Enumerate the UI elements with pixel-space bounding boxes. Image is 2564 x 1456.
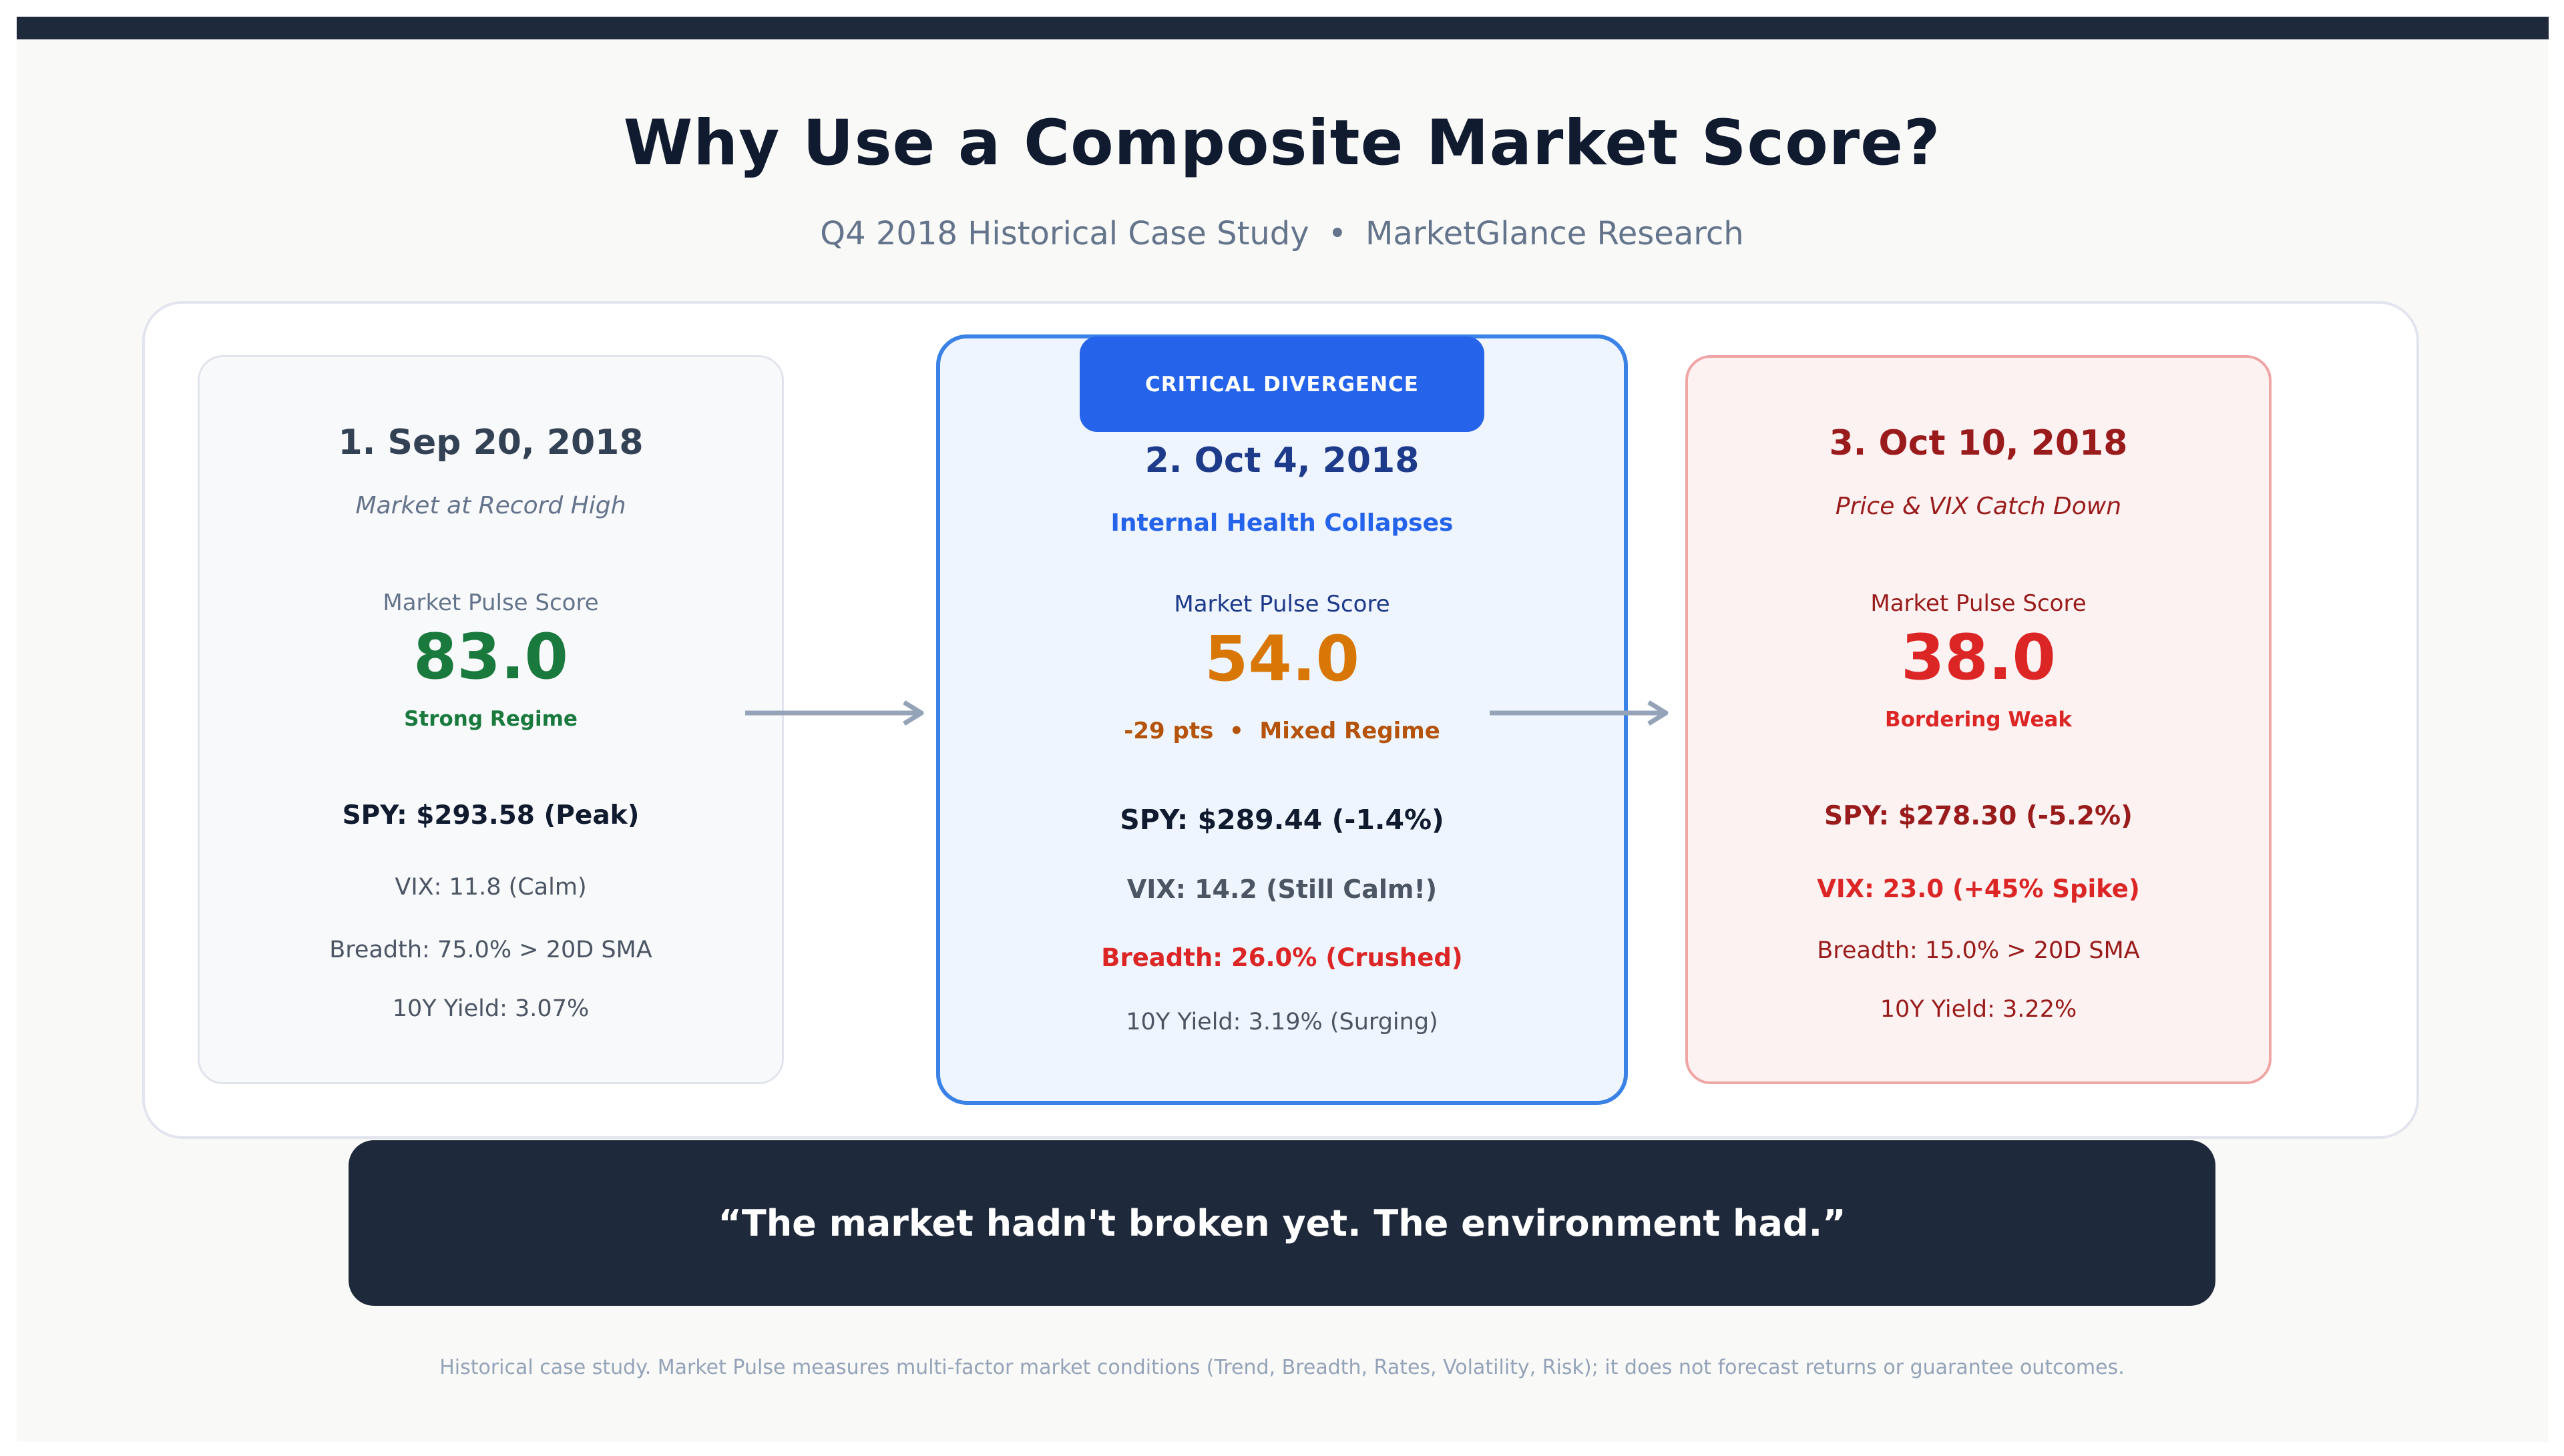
page-title: Why Use a Composite Market Score? [623,107,1941,180]
spy-stat: SPY: $289.44 (-1.4%) [1120,804,1444,836]
vix-stat: VIX: 11.8 (Calm) [395,874,587,901]
disclaimer-footnote: Historical case study. Market Pulse meas… [439,1356,2125,1379]
spy-stat: SPY: $293.58 (Peak) [342,800,640,830]
yield-stat: 10Y Yield: 3.07% [392,995,590,1022]
market-pulse-score: 83.0 [413,621,568,694]
breadth-stat: Breadth: 26.0% (Crushed) [1101,943,1463,972]
card-date: 3. Oct 10, 2018 [1829,423,2128,463]
top-accent-bar [17,17,2549,39]
arrow-right-icon [745,700,924,726]
score-label: Market Pulse Score [383,589,599,616]
critical-divergence-badge: CRITICAL DIVERGENCE [1080,336,1484,432]
subtitle-separator: • [1327,215,1347,252]
yield-stat: 10Y Yield: 3.19% (Surging) [1126,1009,1438,1035]
subtitle-publisher: MarketGlance Research [1365,215,1744,252]
arrow-right-icon [1490,700,1669,726]
card-caption: Market at Record High [355,492,626,519]
subtitle-case-study: Q4 2018 Historical Case Study [820,215,1309,252]
page-subtitle: Q4 2018 Historical Case Study • MarketGlan… [0,215,2564,252]
market-pulse-score: 54.0 [1205,623,1359,696]
score-label: Market Pulse Score [1174,591,1390,618]
timeline-card-oct-10: 3. Oct 10, 2018 Price & VIX Catch Down M… [1685,355,2272,1084]
regime-label: Bordering Weak [1884,708,2073,732]
regime-label: Strong Regime [404,707,578,731]
spy-stat: SPY: $278.30 (-5.2%) [1824,801,2133,831]
yield-stat: 10Y Yield: 3.22% [1880,996,2077,1023]
score-label: Market Pulse Score [1870,590,2087,617]
key-quote-banner: “The market hadn't broken yet. The envir… [349,1140,2215,1306]
vix-stat: VIX: 14.2 (Still Calm!) [1126,875,1438,904]
card-caption: Price & VIX Catch Down [1835,493,2122,520]
card-date: 2. Oct 4, 2018 [1144,441,1420,481]
breadth-stat: Breadth: 75.0% > 20D SMA [329,937,652,963]
regime-label: -29 pts • Mixed Regime [1124,718,1440,744]
timeline-card-sep-20: 1. Sep 20, 2018 Market at Record High Ma… [198,355,784,1084]
timeline-card-oct-4: 2. Oct 4, 2018 Internal Health Collapses… [936,334,1628,1105]
breadth-stat: Breadth: 15.0% > 20D SMA [1817,937,2140,964]
card-caption: Internal Health Collapses [1110,509,1454,537]
vix-stat: VIX: 23.0 (+45% Spike) [1817,875,2140,903]
market-pulse-score: 38.0 [1901,622,2056,694]
card-date: 1. Sep 20, 2018 [338,423,644,463]
